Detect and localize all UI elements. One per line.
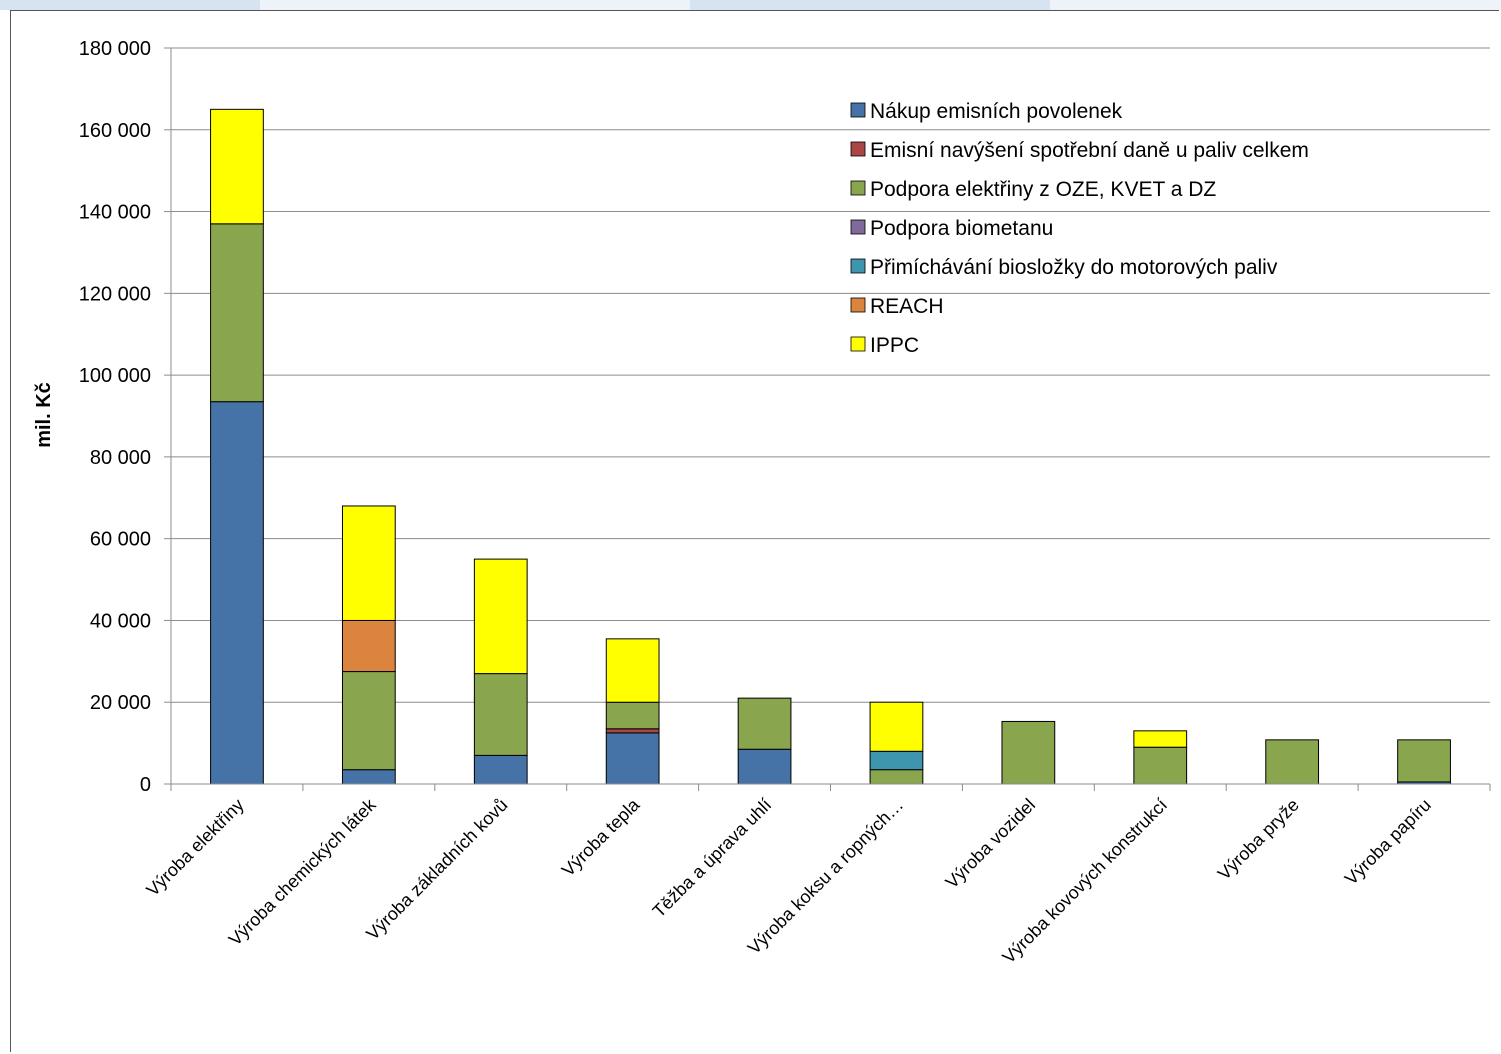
x-category-label: Výroba vozidel	[942, 795, 1040, 893]
banner-glow-center	[690, 0, 1050, 10]
bar-segment	[210, 108, 264, 225]
bar-segment	[605, 732, 660, 785]
legend-label: IPPC	[870, 334, 919, 357]
x-category-label: Výroba základních kovů	[362, 795, 511, 944]
y-axis-ticks: 0 20 000 40 000 60 000 80 000 100 000 120 000 1…	[79, 38, 171, 796]
banner-glow-left	[0, 0, 260, 10]
x-category-label: Výroba pryže	[1214, 795, 1303, 884]
x-category-label: Výroba papíru	[1341, 795, 1435, 889]
bar-segment	[1001, 720, 1056, 785]
bar-segment	[341, 505, 396, 621]
x-category-label: Výroba chemických látek	[225, 794, 381, 950]
y-tick-label: 40 000	[90, 610, 151, 632]
bar-segment	[473, 558, 528, 675]
legend-label: Podpora elektřiny z OZE, KVET a DZ	[870, 178, 1216, 201]
bar-segment	[605, 638, 660, 703]
bar-segment	[473, 673, 528, 756]
y-tick-label: 100 000	[79, 365, 151, 387]
bar-segment	[341, 769, 396, 785]
legend-swatch	[850, 180, 866, 196]
bar-segment	[737, 748, 792, 785]
legend-label: REACH	[870, 295, 944, 318]
bar-segment	[1397, 739, 1451, 783]
legend-swatch	[850, 258, 866, 274]
y-tick-label: 120 000	[79, 283, 151, 305]
legend-label: Emisní navýšení spotřební daně u paliv c…	[870, 139, 1309, 162]
bar-segment	[210, 401, 264, 785]
legend-swatch	[850, 219, 866, 235]
bar-segment	[869, 701, 924, 752]
legend: Nákup emisních povolenek Emisní navýšení …	[850, 100, 1309, 357]
bar-segment	[737, 697, 792, 750]
y-axis-label: mil. Kč	[33, 382, 55, 448]
bar-segment	[869, 750, 924, 771]
y-tick-label: 0	[140, 774, 151, 796]
legend-swatch	[850, 141, 866, 157]
bar-segment	[605, 728, 660, 734]
y-tick-label: 140 000	[79, 202, 151, 224]
x-category-label: Výroba elektřiny	[142, 795, 247, 900]
bar-segment	[341, 671, 396, 771]
bar-segment	[869, 769, 924, 785]
x-category-label: Těžba a úprava uhlí	[649, 795, 776, 922]
bar-segment	[1133, 746, 1188, 785]
bar-segment	[605, 701, 660, 730]
x-category-label: Výroba koksu a ropných…	[744, 795, 907, 958]
y-tick-label: 80 000	[90, 447, 151, 469]
legend-swatch	[850, 297, 866, 313]
legend-swatch	[850, 102, 866, 118]
y-tick-label: 160 000	[79, 120, 151, 142]
bar-segment	[1133, 730, 1188, 748]
bars	[210, 108, 1451, 785]
bar-segment	[473, 754, 528, 785]
y-tick-label: 180 000	[79, 38, 151, 60]
legend-swatch	[850, 336, 866, 352]
bar-segment	[1265, 739, 1320, 785]
x-category-label: Výroba tepla	[558, 794, 644, 880]
legend-label: Přimíchávání biosložky do motorových pal…	[870, 256, 1278, 279]
legend-label: Podpora biometanu	[870, 217, 1053, 240]
bar-segment	[341, 619, 396, 673]
legend-label: Nákup emisních povolenek	[870, 100, 1123, 123]
y-tick-label: 20 000	[90, 692, 151, 714]
top-banner-strip	[0, 0, 1501, 10]
gridlines	[171, 47, 1490, 703]
y-tick-label: 60 000	[90, 529, 151, 551]
axes	[170, 48, 1491, 791]
bar-segment	[210, 223, 264, 403]
